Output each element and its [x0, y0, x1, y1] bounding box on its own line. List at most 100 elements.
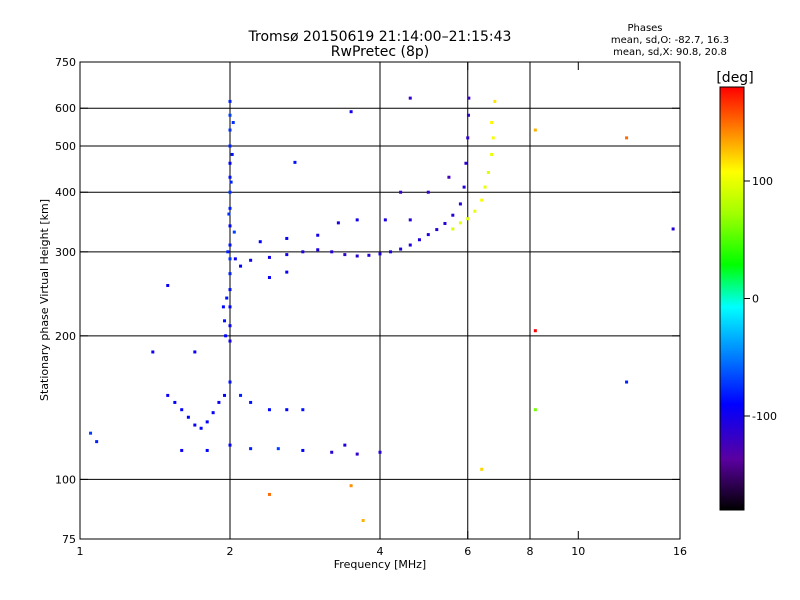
- data-point: [267, 492, 271, 496]
- data-point: [285, 236, 289, 240]
- data-point: [301, 448, 305, 452]
- data-point: [293, 160, 297, 164]
- data-point: [285, 408, 289, 412]
- data-point: [186, 415, 190, 419]
- data-point: [228, 161, 232, 165]
- data-point: [426, 233, 430, 237]
- data-point: [355, 452, 359, 456]
- data-point: [224, 334, 228, 338]
- data-point: [408, 218, 412, 222]
- data-point: [491, 136, 495, 140]
- data-point: [399, 190, 403, 194]
- chart-title: Tromsø 20150619 21:14:00–21:15:43: [248, 29, 512, 45]
- data-point: [205, 448, 209, 452]
- data-point: [193, 350, 197, 354]
- data-point: [458, 221, 462, 225]
- grid-lines: [80, 62, 680, 539]
- y-axis-label: Stationary phase Virtual Height [km]: [38, 199, 51, 401]
- data-point: [378, 252, 382, 256]
- y-tick-label: 300: [55, 246, 76, 259]
- data-point: [467, 96, 471, 100]
- phases-stats-o: mean, sd,O: -82.7, 16.3: [611, 35, 729, 46]
- data-point: [180, 408, 184, 412]
- data-point: [166, 393, 170, 397]
- data-point: [228, 113, 232, 117]
- data-point: [378, 450, 382, 454]
- data-point: [285, 270, 289, 274]
- data-point: [89, 431, 93, 435]
- data-point: [223, 319, 227, 323]
- data-point: [426, 190, 430, 194]
- data-point: [343, 443, 347, 447]
- x-tick-label: 10: [571, 545, 585, 558]
- y-tick-labels: 75 100 200 300 400 500 600 750: [55, 56, 76, 546]
- data-point: [211, 411, 215, 415]
- data-point: [301, 408, 305, 412]
- data-point: [301, 250, 305, 254]
- data-point: [267, 255, 271, 259]
- x-axis-label: Frequency [MHz]: [334, 558, 426, 571]
- data-point: [232, 230, 236, 234]
- data-point: [316, 248, 320, 252]
- y-tick-label: 500: [55, 140, 76, 153]
- data-point: [343, 253, 347, 257]
- data-point: [349, 484, 353, 488]
- colorbar: [719, 86, 745, 511]
- data-point: [228, 224, 232, 228]
- data-point: [316, 233, 320, 237]
- y-tick-label: 400: [55, 186, 76, 199]
- data-point: [483, 185, 487, 189]
- data-point: [490, 152, 494, 156]
- data-point: [466, 217, 470, 221]
- data-point: [458, 202, 462, 206]
- data-point: [151, 350, 155, 354]
- data-point: [228, 272, 232, 276]
- data-point: [249, 447, 253, 451]
- data-point: [249, 400, 253, 404]
- data-point: [533, 408, 537, 412]
- data-point: [389, 250, 393, 254]
- data-point: [480, 198, 484, 202]
- data-point: [355, 218, 359, 222]
- data-point: [408, 96, 412, 100]
- data-point: [417, 238, 421, 242]
- data-point: [533, 128, 537, 132]
- data-point: [228, 324, 232, 328]
- data-point: [490, 121, 494, 125]
- data-point: [399, 247, 403, 251]
- data-point: [336, 221, 340, 225]
- data-point: [95, 440, 99, 444]
- colorbar-tick-label: 100: [752, 175, 773, 188]
- data-point: [355, 254, 359, 258]
- x-tick-label: 16: [673, 545, 687, 558]
- x-tick-label: 4: [377, 545, 384, 558]
- y-tick-label: 200: [55, 330, 76, 343]
- x-tick-label: 2: [227, 545, 234, 558]
- data-point: [625, 380, 629, 384]
- data-point: [493, 99, 497, 103]
- data-point: [480, 467, 484, 471]
- data-point: [473, 209, 477, 213]
- data-point: [225, 296, 229, 300]
- data-point: [166, 283, 170, 287]
- data-point: [451, 227, 455, 231]
- data-point: [205, 420, 209, 424]
- data-point: [267, 408, 271, 412]
- data-point: [447, 175, 451, 179]
- axis-ticks: [79, 61, 681, 540]
- data-point: [466, 113, 470, 117]
- data-point: [464, 161, 468, 165]
- data-point: [408, 243, 412, 247]
- data-point: [233, 257, 237, 261]
- data-point: [625, 136, 629, 140]
- data-point: [173, 400, 177, 404]
- colorbar-tick-label: 0: [752, 293, 759, 306]
- data-point: [228, 243, 232, 247]
- y-tick-label: 75: [62, 533, 76, 546]
- x-tick-label: 8: [527, 545, 534, 558]
- data-point: [226, 250, 230, 254]
- data-point: [383, 218, 387, 222]
- data-point: [239, 393, 243, 397]
- data-point: [361, 519, 365, 523]
